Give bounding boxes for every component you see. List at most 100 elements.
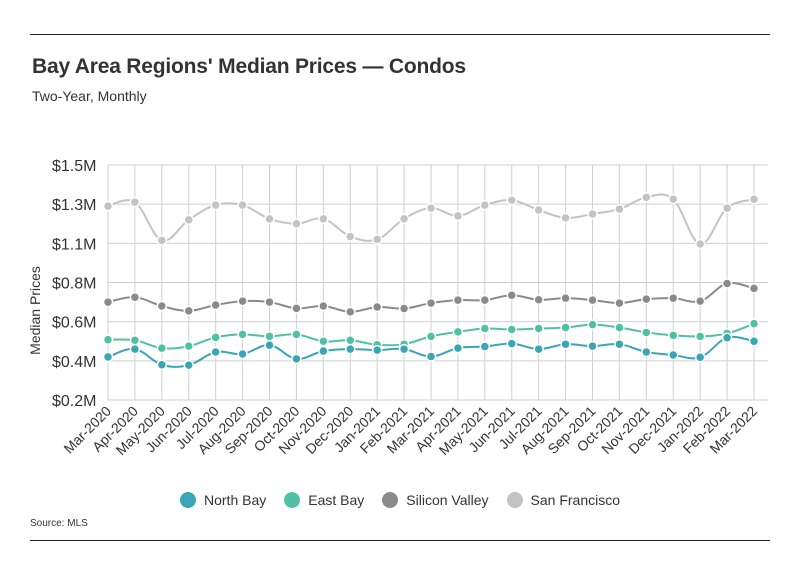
data-point-north-bay [398,343,410,355]
data-point-east-bay [425,331,437,342]
data-point-north-bay [183,359,194,371]
data-point-east-bay [668,330,679,341]
data-point-north-bay [318,345,329,357]
y-tick-label: $1.1M [52,236,96,253]
data-point-san-francisco [129,196,141,208]
legend-label: Silicon Valley [406,492,489,508]
data-point-east-bay [748,318,760,329]
data-point-north-bay [560,338,571,350]
data-point-silicon-valley [129,291,141,303]
data-point-san-francisco [345,231,356,242]
data-point-san-francisco [721,202,733,214]
y-tick-label: $0.8M [52,276,96,293]
data-point-san-francisco [371,234,383,245]
data-point-silicon-valley [425,297,437,309]
data-point-san-francisco [748,194,760,205]
data-point-east-bay [345,335,356,346]
legend-swatch [180,492,196,508]
y-axis-label: Median Prices [27,266,43,355]
data-point-silicon-valley [371,301,383,313]
data-point-east-bay [533,323,544,334]
data-point-silicon-valley [587,294,598,306]
data-point-san-francisco [694,238,706,250]
data-point-silicon-valley [506,289,517,301]
data-point-east-bay [694,331,706,342]
data-point-north-bay [748,336,760,347]
data-point-silicon-valley [345,306,356,318]
data-point-north-bay [156,359,168,370]
data-point-east-bay [102,334,114,345]
series-san-francisco [102,192,760,250]
data-point-silicon-valley [479,294,491,306]
legend-item-east-bay: East Bay [284,492,364,508]
data-point-san-francisco [641,192,652,203]
y-tick-label: $1.3M [52,197,96,214]
legend-item-north-bay: North Bay [180,492,266,508]
data-point-silicon-valley [668,292,679,304]
data-point-san-francisco [425,202,437,214]
data-point-east-bay [506,324,517,335]
data-point-silicon-valley [748,283,760,294]
top-rule [30,34,770,35]
legend-swatch [382,492,399,508]
y-tick-label: $0.2M [52,393,96,410]
data-point-silicon-valley [641,293,652,305]
data-point-north-bay [587,340,598,352]
data-point-east-bay [264,331,275,342]
data-point-silicon-valley [452,294,464,306]
data-point-north-bay [237,348,248,360]
legend-item-silicon-valley: Silicon Valley [382,492,489,508]
data-point-east-bay [237,329,248,340]
data-point-north-bay [291,353,302,365]
legend-label: San Francisco [530,492,620,508]
y-tick-label: $0.4M [52,354,96,371]
data-point-silicon-valley [210,299,221,311]
data-point-san-francisco [506,195,517,206]
data-point-silicon-valley [721,278,733,289]
data-point-silicon-valley [102,296,114,308]
source-note: Source: MLS [30,518,88,529]
data-point-north-bay [371,344,383,356]
data-point-north-bay [479,341,491,352]
data-point-san-francisco [398,213,410,225]
data-point-east-bay [479,323,491,334]
legend-swatch [506,492,523,508]
data-point-north-bay [264,339,275,351]
data-point-east-bay [641,327,652,338]
data-point-san-francisco [291,218,302,229]
data-point-east-bay [129,335,141,346]
series-silicon-valley [102,278,760,318]
data-point-silicon-valley [694,295,706,307]
data-point-san-francisco [587,208,598,220]
data-point-north-bay [721,332,733,343]
data-point-north-bay [533,343,544,355]
data-point-north-bay [345,343,356,355]
data-point-silicon-valley [318,300,329,312]
data-point-east-bay [587,319,598,330]
data-point-east-bay [614,322,625,333]
chart-subtitle: Two-Year, Monthly [32,88,147,104]
data-point-silicon-valley [264,296,275,308]
data-point-east-bay [452,326,464,338]
data-point-east-bay [183,340,194,352]
data-point-san-francisco [560,212,571,224]
data-point-san-francisco [183,214,194,226]
y-tick-label: $1.5M [52,158,96,175]
data-point-san-francisco [614,203,625,215]
data-point-north-bay [210,346,221,358]
data-point-north-bay [506,338,517,349]
data-point-north-bay [668,349,679,361]
data-point-north-bay [641,346,652,358]
data-point-north-bay [129,343,141,355]
data-point-silicon-valley [237,295,248,307]
data-point-san-francisco [479,199,491,211]
data-point-san-francisco [237,199,248,211]
data-point-san-francisco [452,210,464,222]
chart-legend: North Bay East Bay Silicon Valley San Franc… [0,492,800,508]
data-point-north-bay [614,338,625,350]
data-point-north-bay [425,351,437,362]
data-point-north-bay [102,351,114,363]
data-point-silicon-valley [183,305,194,317]
data-point-silicon-valley [533,294,544,305]
